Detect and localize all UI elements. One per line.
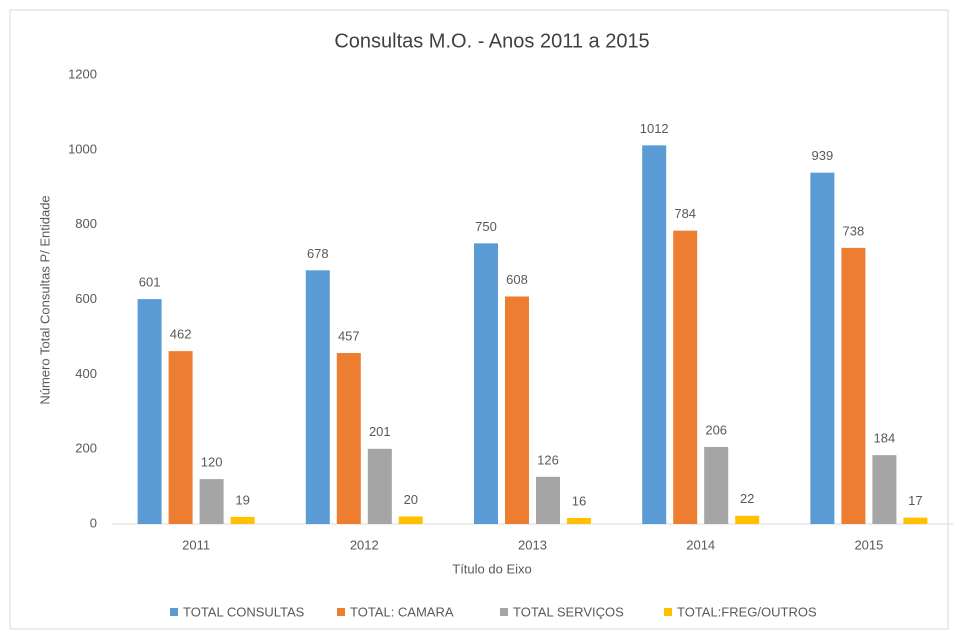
legend-label: TOTAL: CAMARA	[350, 604, 454, 619]
value-label: 19	[235, 492, 249, 507]
value-label: 939	[812, 148, 834, 163]
bar	[305, 270, 330, 524]
y-tick-label: 0	[90, 515, 97, 530]
y-tick-label: 1000	[68, 141, 97, 156]
value-label: 22	[740, 491, 754, 506]
y-axis-label: Número Total Consultas P/ Entidade	[37, 195, 52, 404]
value-label: 17	[908, 493, 922, 508]
legend-label: TOTAL CONSULTAS	[183, 604, 305, 619]
legend-label: TOTAL:FREG/OUTROS	[677, 604, 817, 619]
bar	[505, 296, 529, 524]
value-label: 601	[139, 275, 161, 290]
y-tick-label: 200	[75, 441, 97, 456]
legend-swatch	[664, 608, 672, 616]
y-tick-label: 1200	[68, 66, 97, 81]
bar	[673, 230, 698, 525]
y-tick-label: 400	[75, 366, 97, 381]
legend-swatch	[170, 608, 178, 616]
bar	[474, 243, 498, 524]
value-label: 1012	[640, 121, 669, 136]
legend-label: TOTAL SERVIÇOS	[513, 604, 624, 619]
value-label: 784	[674, 206, 696, 221]
bar	[230, 516, 255, 524]
value-label: 750	[475, 219, 497, 234]
value-label: 608	[506, 272, 528, 287]
value-label: 120	[201, 455, 223, 470]
bar	[810, 172, 835, 524]
bar	[137, 299, 162, 524]
x-tick-label: 2012	[350, 537, 379, 552]
chart-title: Consultas M.O. - Anos 2011 a 2015	[334, 30, 649, 52]
x-tick-label: 2014	[686, 537, 715, 552]
legend-swatch	[337, 608, 345, 616]
bar	[735, 515, 760, 524]
value-label: 16	[572, 493, 586, 508]
y-tick-label: 800	[75, 216, 97, 231]
bar	[367, 448, 392, 524]
value-label: 462	[170, 327, 192, 342]
bar	[398, 516, 423, 524]
value-label: 20	[404, 492, 418, 507]
bar	[841, 247, 866, 525]
value-label: 457	[338, 328, 360, 343]
value-label: 206	[705, 422, 727, 437]
bar	[168, 351, 193, 524]
bar	[567, 518, 591, 524]
value-label: 678	[307, 246, 329, 261]
x-tick-label: 2013	[518, 537, 547, 552]
value-label: 201	[369, 424, 391, 439]
value-label: 126	[537, 452, 559, 467]
bar	[642, 145, 667, 525]
y-tick-label: 600	[75, 291, 97, 306]
bar	[536, 476, 560, 524]
value-label: 738	[843, 223, 865, 238]
legend-swatch	[500, 608, 508, 616]
bar	[199, 479, 224, 524]
x-tick-label: 2011	[182, 537, 210, 552]
bar	[704, 446, 729, 524]
bar	[872, 455, 897, 524]
bar	[903, 517, 928, 524]
bar	[336, 353, 361, 524]
value-label: 184	[874, 431, 896, 446]
x-axis-label: Título do Eixo	[452, 561, 532, 576]
x-tick-label: 2015	[854, 537, 883, 552]
